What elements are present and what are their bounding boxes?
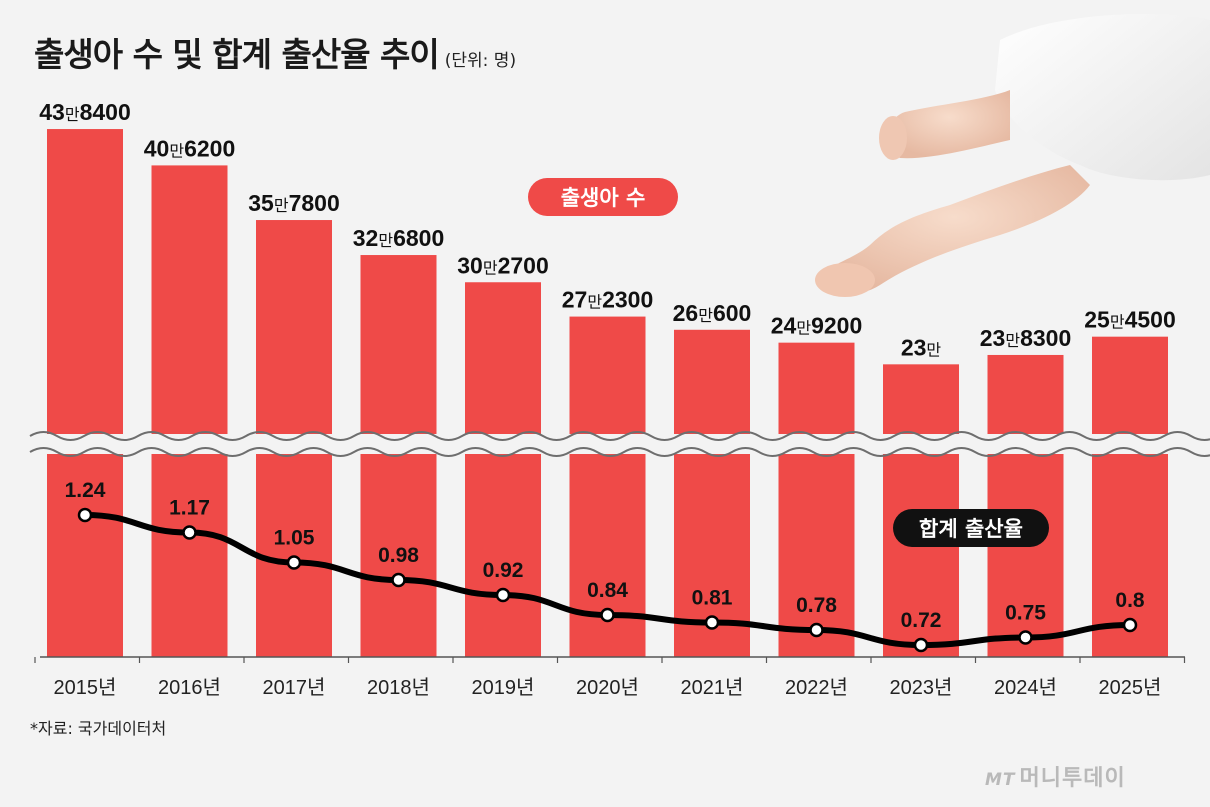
chart-title: 출생아 수 및 합계 출산율 추이 (단위: 명) bbox=[34, 28, 516, 76]
x-tick-label: 2017년 bbox=[263, 676, 326, 699]
point-tfr-label: 0.8 bbox=[1115, 589, 1145, 612]
legend-tfr-pill bbox=[893, 509, 1049, 547]
bar-data-label: 23만 bbox=[901, 334, 942, 360]
bar-births bbox=[778, 342, 855, 657]
x-tick-label: 2015년 bbox=[54, 676, 117, 699]
bar-data-label: 30만2700 bbox=[457, 252, 549, 278]
bar-data-label: 26만600 bbox=[673, 300, 752, 326]
bar-births bbox=[674, 329, 750, 657]
bar-data-label: 43만8400 bbox=[39, 99, 131, 125]
point-tfr-label: 1.24 bbox=[65, 479, 106, 502]
x-tick-label: 2024년 bbox=[994, 676, 1057, 699]
x-tick-label: 2022년 bbox=[785, 676, 848, 699]
bar-data-label: 35만7800 bbox=[248, 190, 340, 216]
bar-data-label: 40만6200 bbox=[144, 135, 236, 161]
bar-births bbox=[569, 316, 646, 657]
legend-tfr: 합계 출산율 bbox=[893, 509, 1049, 547]
point-tfr bbox=[1122, 617, 1138, 633]
axis-break-line-lower bbox=[29, 447, 1210, 457]
bar-births bbox=[987, 354, 1064, 657]
x-tick-label: 2020년 bbox=[576, 676, 639, 699]
x-tick-label: 2018년 bbox=[367, 676, 430, 699]
point-tfr bbox=[600, 607, 615, 623]
source-note: *자료: 국가데이터처 bbox=[30, 719, 167, 738]
x-tick-label: 2025년 bbox=[1099, 676, 1162, 699]
bar-data-label: 23만8300 bbox=[980, 325, 1072, 351]
x-tick-label: 2023년 bbox=[890, 676, 953, 699]
point-tfr-label: 1.05 bbox=[274, 527, 315, 550]
point-tfr bbox=[495, 587, 511, 603]
bar-data-label: 27만2300 bbox=[562, 287, 654, 313]
x-tick-label: 2016년 bbox=[158, 676, 221, 699]
legend-births-label: 출생아 수 bbox=[561, 186, 646, 210]
watermark-text: 머니투데이 bbox=[1019, 766, 1126, 791]
bar-births bbox=[1092, 336, 1168, 657]
legend-births-pill bbox=[528, 178, 678, 216]
chart-title-text: 출생아 수 및 합계 출산율 추이 bbox=[34, 35, 440, 74]
axis-break-line-upper bbox=[29, 431, 1210, 441]
point-tfr bbox=[1018, 630, 1033, 645]
point-tfr bbox=[182, 525, 197, 540]
bar-data-label: 24만9200 bbox=[771, 313, 863, 339]
point-tfr bbox=[704, 615, 720, 630]
point-tfr-label: 0.81 bbox=[692, 587, 733, 610]
point-tfr-label: 0.98 bbox=[378, 544, 419, 567]
x-tick-label: 2021년 bbox=[681, 676, 744, 699]
watermark-mark: MT bbox=[985, 770, 1016, 790]
point-tfr-label: 0.78 bbox=[796, 594, 837, 617]
line-tfr bbox=[84, 512, 1131, 648]
bar-births bbox=[151, 165, 228, 657]
point-tfr-label: 0.92 bbox=[483, 559, 524, 582]
point-tfr bbox=[913, 637, 929, 653]
bar-births bbox=[47, 129, 123, 658]
unit-label: (단위: 명) bbox=[444, 51, 517, 71]
point-tfr-label: 1.17 bbox=[169, 497, 210, 520]
axis-break-band bbox=[30, 434, 1190, 454]
bar-data-label: 32만6800 bbox=[353, 225, 445, 251]
point-tfr-label: 0.75 bbox=[1005, 602, 1046, 625]
point-tfr bbox=[809, 622, 824, 638]
legend-births: 출생아 수 bbox=[528, 178, 678, 216]
point-tfr bbox=[77, 507, 93, 523]
point-tfr-label: 0.72 bbox=[901, 609, 942, 632]
point-tfr bbox=[391, 572, 406, 588]
point-tfr-label: 0.84 bbox=[587, 579, 628, 602]
publisher-watermark: MT 머니투데이 bbox=[985, 760, 1126, 792]
point-tfr bbox=[286, 555, 302, 570]
legend-tfr-label: 합계 출산율 bbox=[919, 517, 1023, 541]
x-tick-label: 2019년 bbox=[472, 676, 535, 699]
bar-data-label: 25만4500 bbox=[1084, 307, 1176, 333]
baby-photo bbox=[815, 14, 1210, 297]
